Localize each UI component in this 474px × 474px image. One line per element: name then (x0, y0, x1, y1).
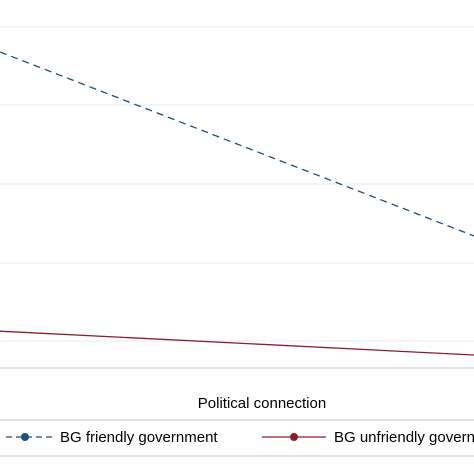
series-line-2 (0, 330, 474, 356)
legend-marker-2 (290, 433, 298, 441)
legend-marker-1 (21, 433, 29, 441)
legend: BG friendly government BG unfriendly gove… (6, 429, 474, 446)
legend-label-1: BG friendly government (60, 429, 218, 446)
series-line-1 (0, 51, 474, 237)
legend-label-2: BG unfriendly government (334, 429, 474, 446)
x-axis-title: Political connection (198, 395, 326, 412)
legend-frame (0, 419, 474, 457)
gridlines (0, 26, 474, 342)
series-layer (0, 51, 474, 356)
